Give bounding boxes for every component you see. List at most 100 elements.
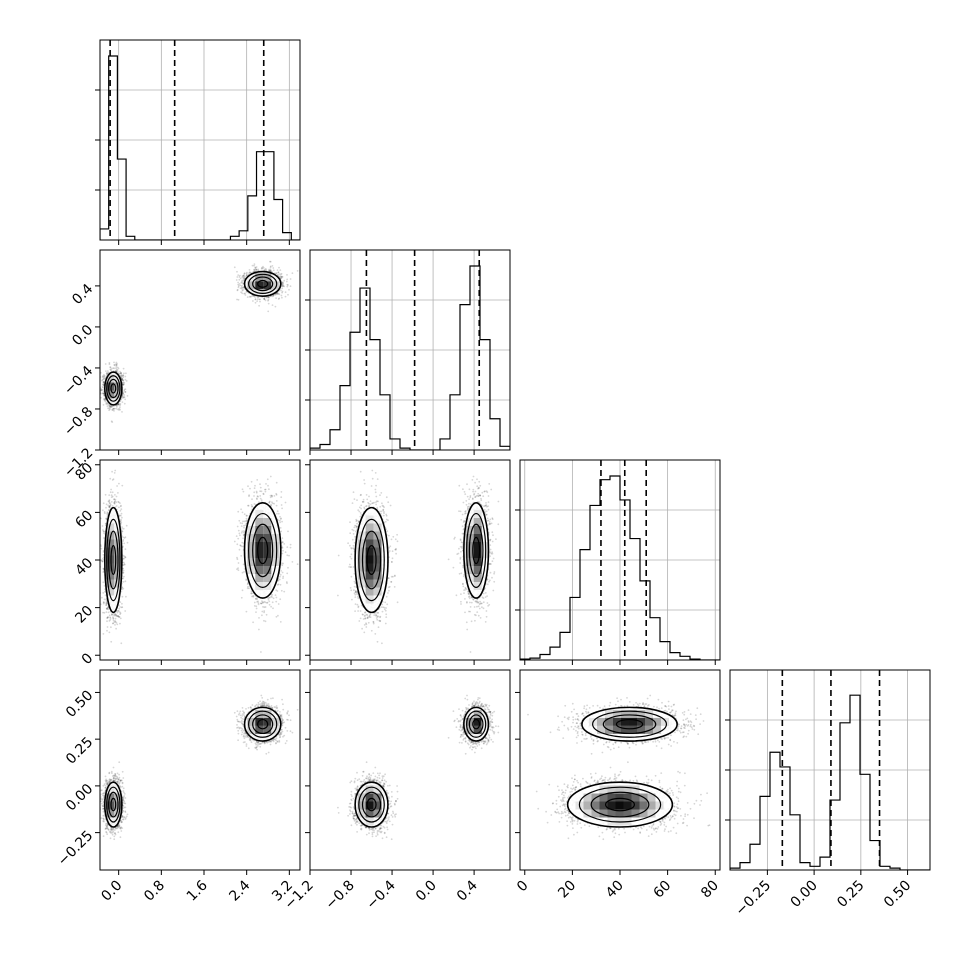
sample-point (122, 383, 125, 386)
sample-point (109, 408, 111, 411)
sample-point (253, 263, 256, 265)
sample-point (112, 616, 114, 618)
sample-point (110, 626, 112, 629)
sample-point (284, 295, 287, 298)
sample-point (123, 388, 126, 391)
sample-point (278, 293, 281, 296)
contour-level-0 (104, 371, 123, 406)
sample-point (239, 277, 242, 280)
sample-point (105, 370, 107, 372)
sample-point (267, 296, 270, 298)
panel-frame (309, 249, 511, 451)
sample-point (122, 376, 125, 379)
y-tick-label: −0.8 (61, 404, 96, 439)
sample-point (280, 275, 282, 278)
sample-point (280, 276, 283, 278)
sample-point (106, 405, 109, 407)
sample-point (121, 396, 124, 398)
sample-point (237, 285, 240, 287)
sample-point (275, 292, 278, 295)
sample-point (237, 286, 240, 289)
sample-point (109, 477, 112, 480)
sample-point (103, 394, 105, 397)
sample-point (109, 368, 112, 371)
sample-point (101, 376, 104, 378)
sample-point (253, 270, 255, 273)
sample-point (110, 406, 113, 409)
sample-point (100, 388, 102, 391)
sample-point (116, 363, 118, 365)
sample-point (286, 283, 289, 286)
sample-point (242, 288, 244, 291)
sample-point (113, 501, 116, 504)
contour-level-0 (243, 270, 282, 297)
sample-point (109, 406, 112, 409)
sample-point (117, 403, 120, 406)
sample-point (282, 284, 285, 287)
sample-point (122, 381, 125, 384)
sample-point (117, 403, 119, 406)
sample-point (241, 292, 244, 295)
sample-point (122, 396, 125, 399)
sample-point (125, 372, 127, 375)
sample-point (267, 298, 270, 301)
sample-point (280, 277, 283, 279)
sample-point (122, 384, 125, 386)
sample-point (255, 268, 257, 271)
sample-point (108, 409, 110, 412)
sample-point (267, 296, 270, 299)
sample-point (117, 403, 119, 406)
sample-point (110, 494, 113, 497)
sample-point (122, 379, 124, 382)
sample-point (120, 642, 123, 645)
sample-point (101, 378, 104, 381)
sample-point (267, 302, 270, 305)
density-cell (271, 281, 280, 290)
sample-point (101, 389, 103, 391)
sample-point (285, 280, 288, 283)
sample-point (281, 296, 283, 299)
sample-point (124, 556, 127, 559)
sample-point (103, 375, 106, 378)
sample-point (123, 383, 125, 385)
sample-point (263, 298, 266, 300)
sample-point (102, 592, 105, 594)
sample-point (241, 275, 244, 277)
sample-point (287, 284, 289, 286)
sample-point (270, 270, 273, 273)
sample-point (102, 383, 105, 386)
sample-point (119, 408, 121, 411)
sample-point (102, 376, 105, 378)
y-tick-label: 0.4 (69, 281, 96, 308)
sample-point (122, 374, 125, 377)
sample-point (112, 617, 115, 620)
sample-point (241, 281, 244, 284)
sample-point (121, 377, 124, 380)
sample-point (280, 272, 283, 275)
sample-point (105, 506, 107, 509)
sample-point (274, 305, 277, 308)
sample-point (245, 274, 248, 277)
sample-point (281, 283, 284, 286)
sample-point (268, 269, 270, 272)
sample-point (117, 403, 120, 406)
sample-point (254, 298, 257, 300)
sample-point (102, 570, 105, 573)
sample-point (102, 381, 105, 384)
sample-point (268, 269, 271, 272)
sample-point (122, 374, 125, 377)
sample-point (252, 270, 255, 273)
sample-point (120, 371, 122, 374)
sample-point (110, 501, 113, 503)
sample-point (239, 287, 242, 290)
sample-point (121, 377, 124, 380)
sample-point (236, 276, 239, 278)
sample-point (233, 266, 236, 269)
sample-point (252, 295, 254, 297)
sample-point (258, 298, 261, 301)
sample-point (245, 290, 248, 293)
sample-point (240, 280, 243, 283)
sample-point (262, 265, 264, 268)
sample-point (269, 265, 272, 268)
